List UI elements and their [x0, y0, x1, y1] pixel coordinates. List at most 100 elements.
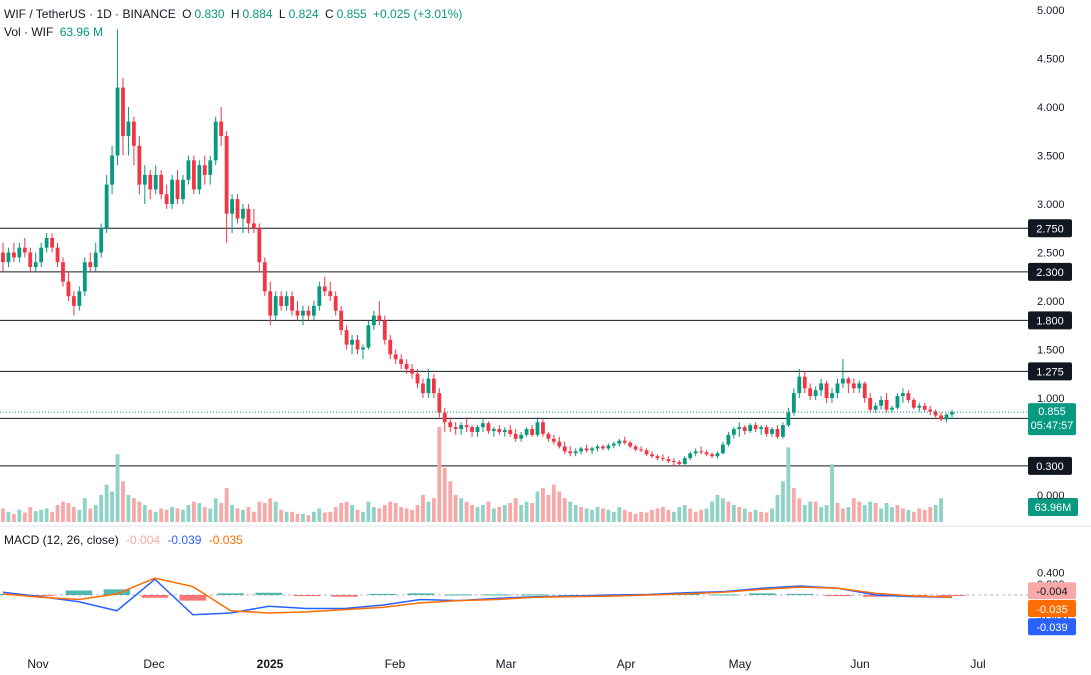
candle-body — [202, 165, 207, 175]
macd-line-value: -0.039 — [167, 533, 202, 547]
volume-bar — [99, 494, 104, 522]
macd-hist-bar — [938, 595, 966, 596]
candle-body — [142, 174, 147, 185]
candle-body — [721, 444, 725, 454]
candle-body — [601, 446, 605, 449]
volume-bar — [279, 509, 284, 522]
macd-hist-bar — [445, 594, 472, 596]
candle-body — [50, 237, 54, 248]
volume-label[interactable]: Vol · WIF — [4, 25, 54, 39]
candle-body — [824, 383, 829, 398]
volume-bar — [491, 508, 496, 522]
candle-body — [350, 339, 354, 345]
volume-bar — [459, 498, 464, 522]
candle-body — [590, 448, 594, 451]
macd-tick-label: 0.400 — [1037, 568, 1065, 580]
volume-bar — [617, 507, 622, 522]
volume-bar — [906, 509, 911, 522]
volume-bar — [77, 509, 82, 522]
candle-body — [830, 393, 834, 398]
volume-bar — [764, 512, 769, 522]
candle-body — [873, 405, 878, 410]
macd-hist-bar — [141, 595, 169, 598]
volume-bar — [44, 508, 49, 522]
volume-bar — [742, 508, 747, 522]
candle-body — [579, 448, 584, 452]
candle-body — [546, 433, 551, 439]
macd-hist-bar — [824, 595, 852, 597]
volume-bar — [726, 501, 731, 522]
volume-bar — [628, 511, 633, 522]
candle-body — [519, 434, 524, 439]
volume-bar — [901, 508, 905, 522]
volume-bar — [202, 507, 207, 522]
x-tick-label: Jun — [850, 657, 869, 671]
volume-bar — [22, 512, 27, 522]
volume-bar — [917, 508, 922, 522]
volume-bar — [857, 501, 862, 522]
volume-bar — [502, 505, 507, 522]
candle-body — [295, 310, 300, 316]
volume-bar — [344, 501, 349, 522]
macd-hist-bar — [748, 593, 776, 595]
candle-body — [121, 87, 125, 137]
volume-bar — [590, 509, 594, 522]
volume-bar — [721, 498, 725, 522]
macd-label[interactable]: MACD (12, 26, close) — [4, 533, 119, 547]
volume-bar — [382, 505, 387, 522]
level-label-bg — [1028, 311, 1072, 330]
macd-hist-bar — [483, 594, 510, 596]
volume-bar — [273, 501, 278, 522]
volume-bar — [104, 484, 109, 522]
countdown-label: 05:47:57 — [1031, 420, 1074, 432]
level-label-bg — [1028, 219, 1072, 238]
volume-bar — [579, 507, 584, 522]
volume-bar — [453, 494, 458, 522]
candle-body — [39, 247, 44, 263]
volume-bar — [339, 503, 344, 522]
candle-body — [682, 458, 687, 464]
volume-bar — [541, 488, 545, 522]
volume-bar — [131, 498, 136, 522]
candle-body — [584, 448, 589, 451]
candle-body — [153, 174, 158, 190]
volume-bar — [890, 507, 894, 522]
macd-hist-bar — [27, 595, 55, 597]
macd-value-tag-bg — [1028, 599, 1076, 617]
macd-hist-bar — [255, 592, 283, 595]
x-tick-label: Mar — [496, 657, 517, 671]
candle-body — [759, 427, 764, 430]
low-value: 0.824 — [288, 7, 319, 21]
candle-body — [622, 440, 627, 443]
candle-body — [770, 429, 774, 434]
volume-axis-label: 63.96M — [1035, 502, 1072, 514]
volume-bar — [753, 509, 758, 522]
candle-body — [470, 427, 474, 432]
volume-bar — [17, 509, 22, 522]
candle-body — [66, 281, 71, 297]
volume-bar — [137, 501, 142, 522]
candle-body — [71, 296, 76, 306]
candle-body — [530, 429, 534, 435]
macd-value-tag: -0.039 — [1036, 622, 1067, 634]
candle-body — [639, 449, 644, 451]
volume-bar — [666, 509, 671, 522]
volume-bar — [584, 508, 589, 522]
candle-body — [764, 427, 769, 434]
candle-body — [448, 422, 453, 428]
y-tick-label: 1.000 — [1037, 393, 1065, 405]
candle-body — [731, 429, 736, 435]
candle-body — [808, 388, 813, 397]
volume-bar — [710, 501, 714, 522]
candle-body — [366, 325, 371, 348]
candle-body — [497, 429, 502, 432]
symbol-title[interactable]: WIF / TetherUS · 1D · BINANCE — [4, 7, 176, 21]
candle-body — [208, 160, 213, 175]
volume-bar — [693, 511, 698, 522]
volume-bar — [873, 503, 878, 522]
candle-body — [890, 407, 894, 410]
candle-body — [791, 393, 796, 413]
level-label: 2.300 — [1036, 267, 1064, 279]
